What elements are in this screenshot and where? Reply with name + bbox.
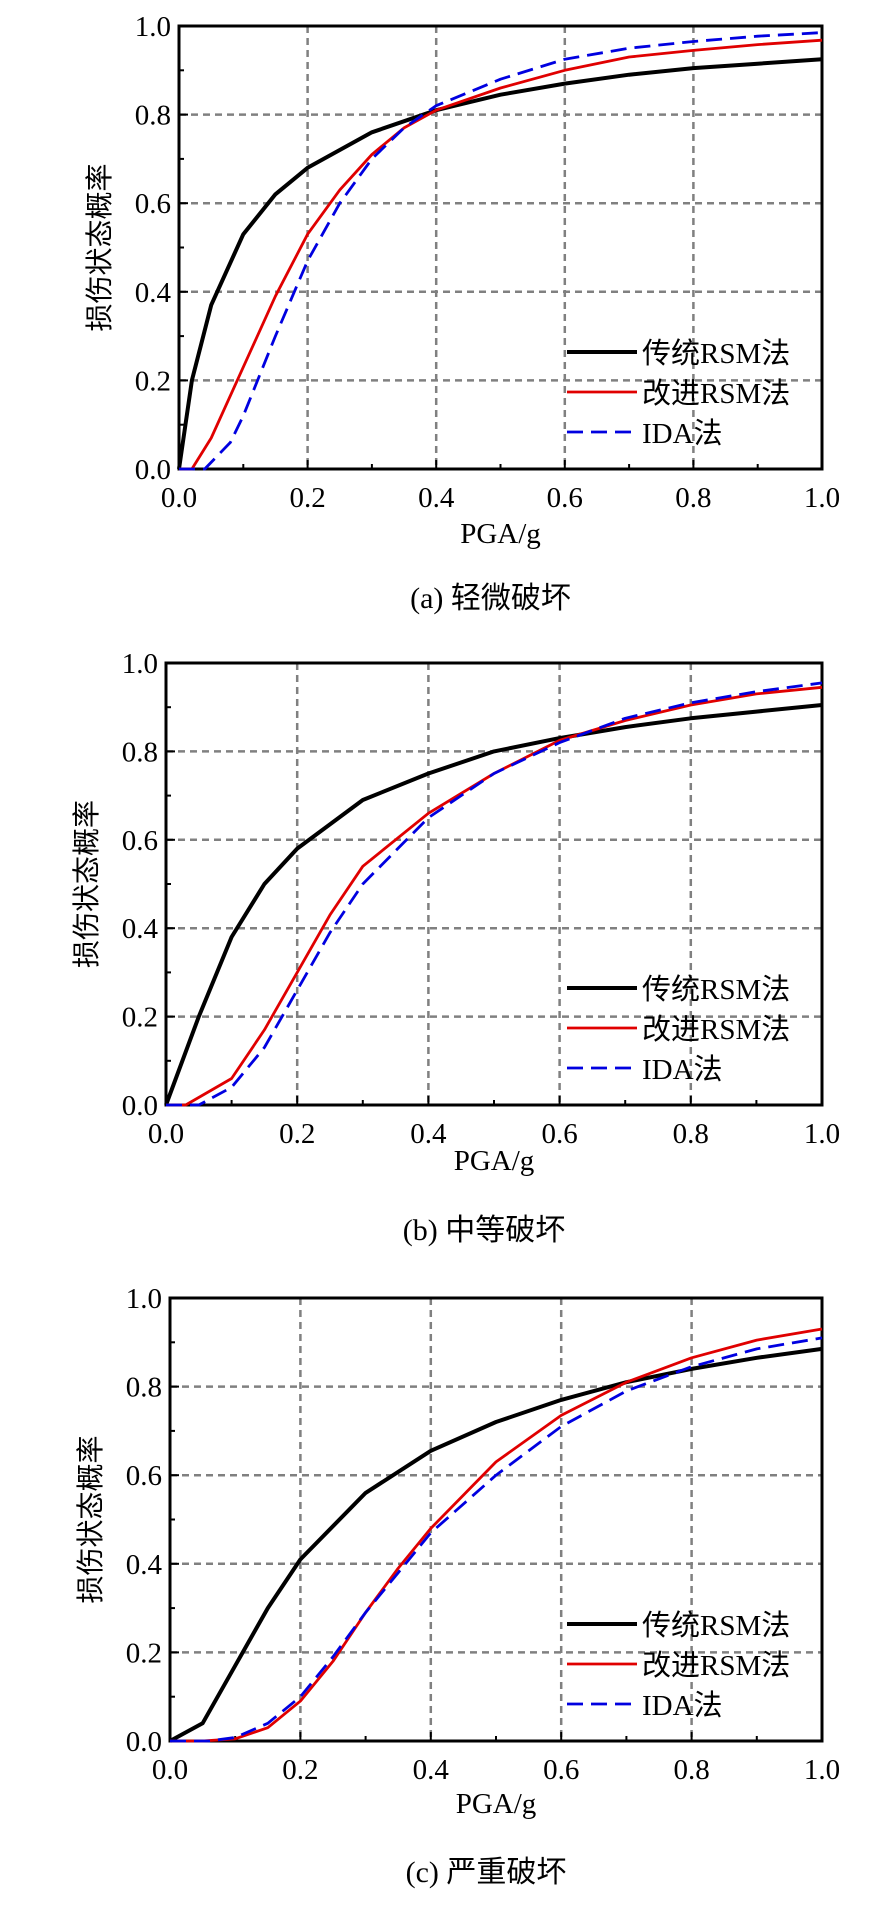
x-tick-label: 0.2 <box>279 1118 315 1150</box>
series-line-2 <box>170 1336 823 1743</box>
legend-label: 传统RSM法 <box>642 1609 790 1642</box>
y-tick-label: 0.2 <box>135 365 171 397</box>
plot-frame <box>168 1296 824 1743</box>
series-line-0 <box>169 1346 823 1743</box>
y-tick-label: 1.0 <box>135 11 171 43</box>
x-tick-label: 0.8 <box>673 1118 709 1150</box>
x-tick-label: 1.0 <box>804 1754 840 1786</box>
series-line-0 <box>177 57 823 470</box>
legend-label: 改进RSM法 <box>642 1649 790 1682</box>
y-tick-label: 0.4 <box>122 913 159 945</box>
x-tick-label: 0.6 <box>543 1754 579 1786</box>
series-line-2 <box>179 31 823 471</box>
x-tick-label: 0.4 <box>410 1118 447 1150</box>
x-tick-label: 1.0 <box>804 482 840 514</box>
x-axis-label: PGA/g <box>460 518 541 550</box>
x-tick-label: 1.0 <box>804 1118 840 1150</box>
chart-panel-0: 0.0 0.2 0.4 0.6 0.8 1.0 0.0 0.2 0.4 0.6 0.8 1.0 传统RS… <box>84 11 840 615</box>
y-tick-label: 0.2 <box>122 1002 158 1034</box>
y-tick-label: 0.0 <box>122 1090 158 1122</box>
legend-label: IDA法 <box>642 1053 723 1086</box>
panel-caption: (c) 严重破坏 <box>406 1856 567 1889</box>
y-tick-label: 0.0 <box>126 1726 162 1758</box>
legend-label: IDA法 <box>642 417 723 450</box>
y-tick-label: 0.6 <box>126 1460 162 1492</box>
legend-label: IDA法 <box>642 1689 723 1722</box>
plot-frame <box>164 661 824 1107</box>
y-tick-label: 0.8 <box>122 736 158 768</box>
y-axis-label: 损伤状态概率 <box>71 800 103 968</box>
x-tick-label: 0.8 <box>673 1754 709 1786</box>
y-axis-label: 损伤状态概率 <box>75 1435 107 1603</box>
y-tick-label: 0.2 <box>126 1637 162 1669</box>
y-axis-label: 损伤状态概率 <box>84 163 116 331</box>
x-tick-label: 0.4 <box>418 482 455 514</box>
x-tick-label: 0.0 <box>152 1754 188 1786</box>
y-tick-label: 0.8 <box>126 1372 162 1404</box>
panel-caption: (a) 轻微破坏 <box>410 582 571 615</box>
x-tick-label: 0.2 <box>289 482 325 514</box>
x-tick-label: 0.4 <box>413 1754 450 1786</box>
legend-label: 传统RSM法 <box>642 973 790 1006</box>
legend-label: 传统RSM法 <box>642 337 790 370</box>
y-tick-label: 1.0 <box>122 648 158 680</box>
y-tick-label: 1.0 <box>126 1283 162 1315</box>
series-line-1 <box>179 38 823 471</box>
x-axis-label: PGA/g <box>454 1145 535 1177</box>
y-tick-label: 0.4 <box>126 1549 163 1581</box>
series-line-2 <box>166 681 823 1107</box>
x-tick-label: 0.0 <box>161 482 197 514</box>
series-line-0 <box>164 703 823 1106</box>
x-tick-label: 0.6 <box>547 482 583 514</box>
series-line-1 <box>166 685 823 1107</box>
chart-panel-1: 0.0 0.2 0.4 0.6 0.8 1.0 0.0 0.2 0.4 0.6 0.8 1.0 传统RS… <box>71 648 840 1247</box>
legend-label: 改进RSM法 <box>642 377 790 410</box>
panel-caption: (b) 中等破坏 <box>403 1214 565 1247</box>
chart-panel-2: 0.0 0.2 0.4 0.6 0.8 1.0 0.0 0.2 0.4 0.6 0.8 1.0 传统RS… <box>75 1283 840 1889</box>
plot-frame <box>177 24 824 471</box>
y-tick-label: 0.8 <box>135 100 171 132</box>
x-tick-label: 0.0 <box>148 1118 184 1150</box>
x-tick-label: 0.2 <box>282 1754 318 1786</box>
x-axis-label: PGA/g <box>456 1788 537 1820</box>
y-tick-label: 0.4 <box>135 277 172 309</box>
y-tick-label: 0.6 <box>122 825 158 857</box>
y-tick-label: 0.0 <box>135 454 171 486</box>
y-tick-label: 0.6 <box>135 188 171 220</box>
series-line-1 <box>170 1327 823 1743</box>
legend-label: 改进RSM法 <box>642 1013 790 1046</box>
x-tick-label: 0.6 <box>541 1118 577 1150</box>
x-tick-label: 0.8 <box>675 482 711 514</box>
